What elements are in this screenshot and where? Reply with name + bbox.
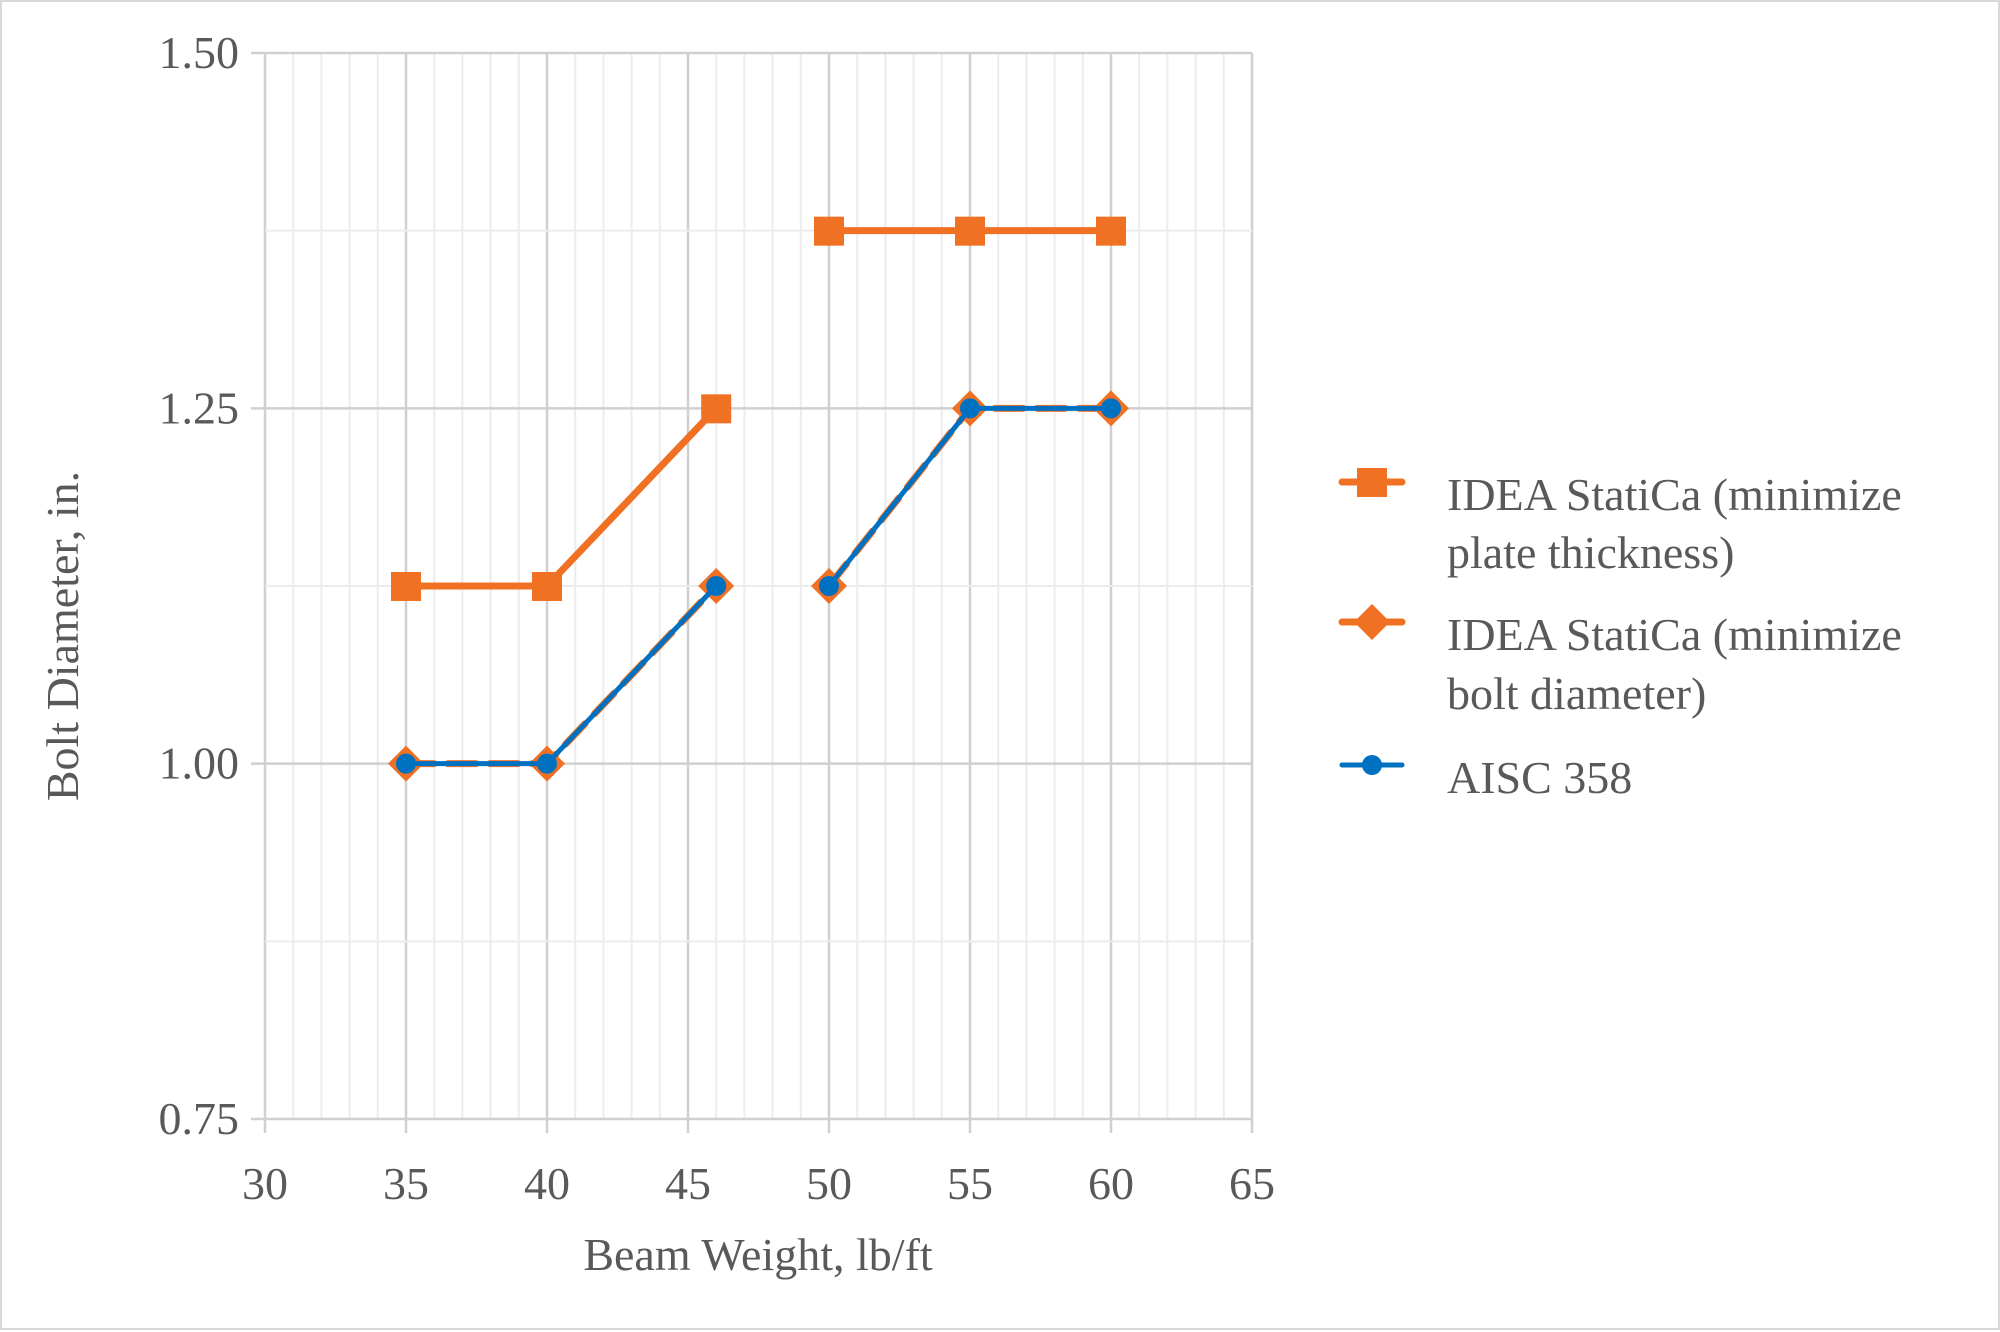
series-layer <box>388 216 1129 782</box>
data-point-square <box>955 216 985 246</box>
series-3 <box>396 398 1121 774</box>
x-tick-label: 50 <box>806 1158 852 1209</box>
y-tick-label: 1.25 <box>159 382 240 433</box>
data-point-circle <box>396 753 416 774</box>
legend-label: AISC 358 <box>1447 752 1632 803</box>
data-point-square <box>391 572 421 601</box>
x-tick-label: 35 <box>383 1158 429 1209</box>
x-tick-label: 65 <box>1229 1158 1275 1209</box>
axes: 30 35 40 45 50 55 60 65 0.75 1.00 1.25 1.50 <box>159 27 1276 1209</box>
series-line <box>402 582 720 768</box>
y-axis-title: Bolt Diameter, in. <box>37 471 88 801</box>
x-axis-title: Beam Weight, lb/ft <box>583 1229 933 1280</box>
series-1 <box>391 216 1126 601</box>
data-point-square <box>532 572 562 601</box>
grid <box>251 51 1254 1121</box>
legend-item: IDEA StatiCa (minimize plate thickness) <box>1338 468 1902 578</box>
legend-label: plate thickness) <box>1447 527 1734 578</box>
y-tick-label: 1.00 <box>159 738 240 789</box>
legend-marker-diamond <box>1354 604 1390 640</box>
data-point-circle <box>960 398 980 419</box>
data-point-circle <box>706 576 727 596</box>
data-point-circle <box>537 753 557 774</box>
legend-label: IDEA StatiCa (minimize <box>1447 609 1902 660</box>
legend-marker-square <box>1357 468 1387 497</box>
data-point-square <box>1096 216 1126 246</box>
legend-item: IDEA StatiCa (minimize bolt diameter) <box>1338 604 1902 719</box>
x-tick-label: 45 <box>665 1158 711 1209</box>
x-tick-label: 55 <box>947 1158 993 1209</box>
x-tick-label: 60 <box>1088 1158 1134 1209</box>
legend-item: AISC 358 <box>1339 752 1632 803</box>
legend-marker-circle <box>1362 755 1382 775</box>
data-point-circle <box>1101 398 1121 419</box>
y-tick-label: 0.75 <box>159 1093 240 1144</box>
x-tick-label: 30 <box>242 1158 288 1209</box>
data-point-square <box>814 216 844 246</box>
y-tick-label: 1.50 <box>159 27 240 78</box>
x-tick-label: 40 <box>524 1158 570 1209</box>
legend-label: IDEA StatiCa (minimize <box>1447 469 1902 520</box>
legend-label: bolt diameter) <box>1447 668 1706 719</box>
series-line <box>402 404 720 590</box>
data-point-circle <box>819 576 839 596</box>
data-point-square <box>701 394 732 424</box>
series-line <box>403 583 719 767</box>
